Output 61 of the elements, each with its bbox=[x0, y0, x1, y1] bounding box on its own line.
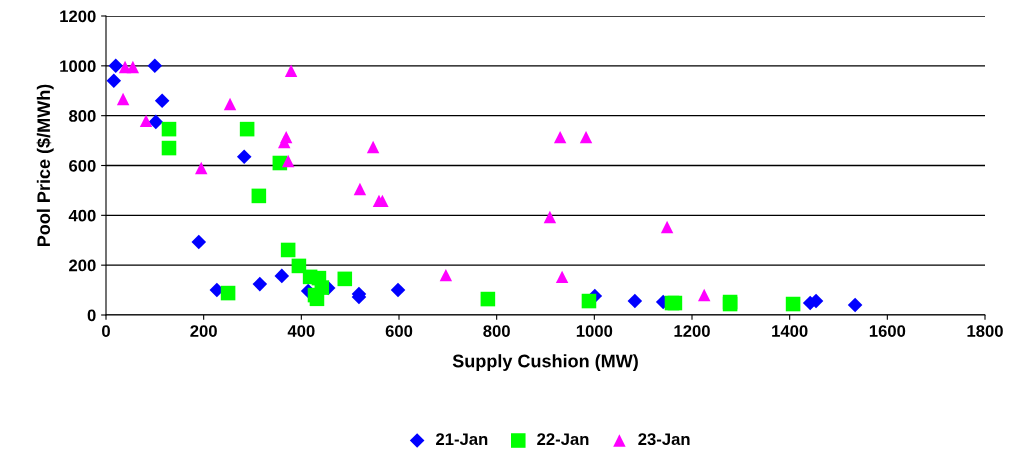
point bbox=[161, 121, 177, 137]
x-tick-label: 1000 bbox=[576, 325, 613, 337]
point bbox=[108, 58, 124, 74]
point bbox=[106, 73, 122, 89]
point bbox=[116, 92, 130, 106]
point bbox=[223, 97, 237, 111]
x-tick-label: 400 bbox=[287, 325, 315, 337]
point bbox=[627, 293, 643, 309]
point bbox=[353, 182, 367, 196]
point bbox=[154, 93, 170, 108]
y-tick-label: 200 bbox=[69, 259, 96, 272]
point bbox=[251, 188, 267, 204]
x-tick-label: 0 bbox=[102, 325, 110, 337]
y-tick-label: 1200 bbox=[60, 10, 96, 23]
point bbox=[439, 268, 453, 282]
point bbox=[280, 242, 296, 258]
point bbox=[579, 130, 593, 144]
point bbox=[161, 140, 177, 156]
point bbox=[239, 121, 255, 137]
point bbox=[195, 161, 208, 175]
point bbox=[236, 149, 252, 165]
point bbox=[581, 293, 597, 309]
point bbox=[278, 135, 291, 149]
point bbox=[555, 270, 569, 284]
legend-label: 21-Jan bbox=[436, 433, 488, 446]
point bbox=[660, 220, 674, 234]
point bbox=[252, 276, 268, 292]
legend-label: 23-Jan bbox=[638, 433, 690, 446]
point bbox=[148, 114, 164, 130]
y-tick-label: 0 bbox=[87, 309, 96, 322]
x-tick-label: 800 bbox=[483, 325, 510, 337]
x-tick-label: 1600 bbox=[869, 325, 906, 337]
point bbox=[847, 297, 863, 313]
point bbox=[337, 271, 353, 287]
y-axis-title: Pool Price ($/MWh) bbox=[36, 84, 54, 247]
point bbox=[553, 130, 567, 144]
point bbox=[543, 210, 557, 224]
point bbox=[390, 282, 406, 298]
point bbox=[785, 296, 801, 312]
point bbox=[220, 285, 236, 301]
x-axis-title: Supply Cushion (MW) bbox=[452, 354, 638, 371]
point bbox=[281, 154, 295, 168]
legend-label: 22-Jan bbox=[537, 433, 589, 446]
point bbox=[366, 140, 380, 154]
x-tick-label: 1400 bbox=[772, 325, 808, 337]
y-tick-label: 1000 bbox=[60, 60, 96, 73]
point bbox=[480, 291, 496, 307]
x-tick-label: 1800 bbox=[967, 325, 1003, 337]
point bbox=[147, 58, 163, 74]
point bbox=[191, 234, 207, 250]
point bbox=[274, 268, 290, 284]
x-tick-label: 200 bbox=[190, 325, 217, 337]
x-tick-label: 1200 bbox=[674, 325, 710, 337]
point bbox=[284, 64, 298, 78]
x-tick-label: 600 bbox=[385, 325, 413, 337]
y-tick-label: 800 bbox=[69, 110, 96, 122]
point bbox=[698, 288, 711, 302]
y-tick-label: 600 bbox=[69, 159, 96, 172]
point bbox=[126, 60, 140, 74]
point bbox=[139, 114, 153, 128]
y-tick-label: 400 bbox=[68, 209, 96, 222]
